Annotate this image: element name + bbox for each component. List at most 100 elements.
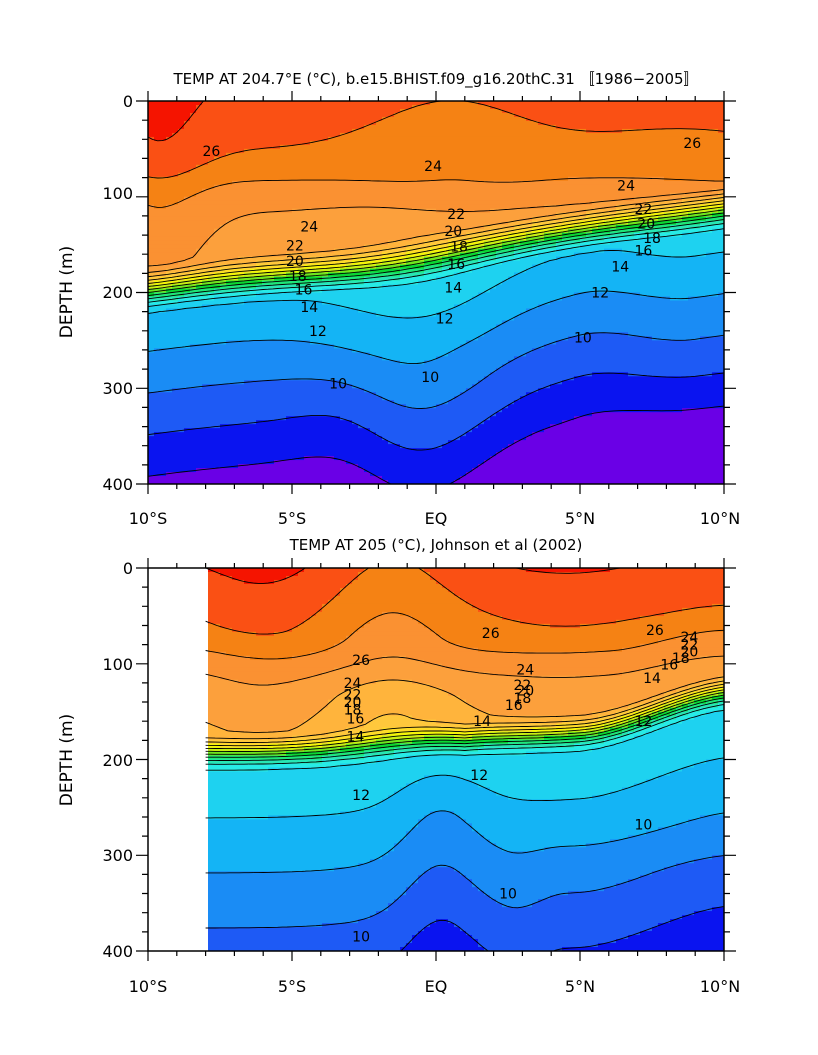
contour-cell — [154, 148, 161, 154]
contour-cell — [208, 268, 215, 274]
contour-cell — [310, 260, 317, 266]
contour-cell — [418, 120, 425, 126]
contour-cell — [280, 276, 287, 282]
contour-cell — [226, 352, 233, 357]
contour-cell — [154, 244, 161, 250]
contour-cell — [436, 152, 443, 158]
contour-cell — [280, 404, 287, 409]
contour-cell — [214, 432, 221, 437]
contour-cell — [184, 268, 191, 274]
contour-cell — [202, 332, 209, 337]
contour-cell — [370, 308, 377, 314]
contour-cell — [226, 168, 233, 174]
contour-cell — [436, 348, 443, 353]
contour-cell — [346, 296, 353, 302]
contour-cell — [244, 300, 251, 306]
contour-cell — [436, 412, 443, 417]
contour-cell — [340, 120, 347, 126]
contour-cell — [184, 212, 191, 218]
contour-cell — [400, 356, 407, 361]
contour-cell — [388, 472, 395, 477]
contour-cell — [310, 380, 317, 385]
contour-cell — [334, 420, 341, 425]
contour-cell — [274, 412, 281, 417]
contour-cell — [418, 188, 425, 194]
contour-cell — [220, 220, 227, 226]
contour-cell — [166, 404, 173, 409]
contour-cell — [286, 112, 293, 118]
contour-cell — [220, 284, 227, 290]
contour-cell — [346, 424, 353, 429]
contour-cell — [292, 232, 299, 238]
contour-cell — [310, 108, 317, 114]
contour-cell — [448, 464, 455, 469]
contour-cell — [334, 200, 341, 206]
contour-cell — [370, 152, 377, 158]
contour-cell — [184, 400, 191, 405]
contour-cell — [220, 448, 227, 453]
contour-cell — [172, 140, 179, 146]
contour-cell — [214, 300, 221, 306]
contour-cell — [418, 184, 425, 190]
contour-cell — [442, 360, 449, 365]
contour-cell — [172, 224, 179, 230]
contour-cell — [400, 176, 407, 182]
contour-cell — [346, 208, 353, 214]
contour-cell — [160, 176, 167, 182]
contour-cell — [298, 232, 305, 238]
contour-cell — [166, 208, 173, 214]
contour-cell — [322, 172, 329, 178]
contour-cell — [256, 436, 263, 441]
contour-cell — [358, 460, 365, 465]
contour-cell — [376, 472, 383, 477]
contour-cell — [154, 144, 161, 150]
contour-cell — [376, 128, 383, 134]
contour-cell — [340, 224, 347, 230]
contour-cell — [208, 104, 215, 110]
contour-cell — [250, 340, 257, 345]
contour-cell — [364, 376, 371, 381]
contour-cell — [448, 184, 455, 190]
contour-cell — [202, 320, 209, 326]
contour-cell — [304, 388, 311, 393]
contour-cell — [370, 136, 377, 142]
contour-cell — [220, 372, 227, 377]
contour-cell — [208, 404, 215, 409]
contour-cell — [406, 316, 413, 322]
contour-cell — [358, 344, 365, 349]
contour-cell — [250, 116, 257, 122]
contour-cell — [166, 428, 173, 433]
contour-cell — [196, 276, 203, 282]
contour-cell — [448, 172, 455, 178]
contour-cell — [274, 372, 281, 377]
contour-cell — [166, 256, 173, 262]
contour-cell — [154, 216, 161, 222]
contour-cell — [250, 368, 257, 373]
contour-cell — [280, 224, 287, 230]
contour-cell — [328, 440, 335, 445]
contour-cell — [244, 428, 251, 433]
contour-cell — [202, 296, 209, 302]
contour-cell — [208, 168, 215, 174]
contour-cell — [220, 172, 227, 178]
contour-cell — [388, 156, 395, 162]
contour-cell — [274, 340, 281, 345]
contour-cell — [250, 476, 257, 481]
contour-cell — [388, 332, 395, 337]
contour-cell — [184, 192, 191, 198]
contour-cell — [286, 248, 293, 254]
contour-cell — [190, 188, 197, 194]
contour-cell — [262, 416, 269, 421]
contour-cell — [364, 400, 371, 405]
contour-cell — [178, 228, 185, 234]
contour-cell — [196, 424, 203, 429]
contour-cell — [148, 408, 155, 413]
contour-cell — [232, 308, 239, 314]
contour-cell — [256, 460, 263, 465]
contour-cell — [286, 280, 293, 286]
contour-cell — [358, 188, 365, 194]
contour-cell — [178, 140, 185, 146]
contour-cell — [178, 316, 185, 322]
contour-cell — [190, 344, 197, 349]
contour-cell — [424, 296, 431, 302]
